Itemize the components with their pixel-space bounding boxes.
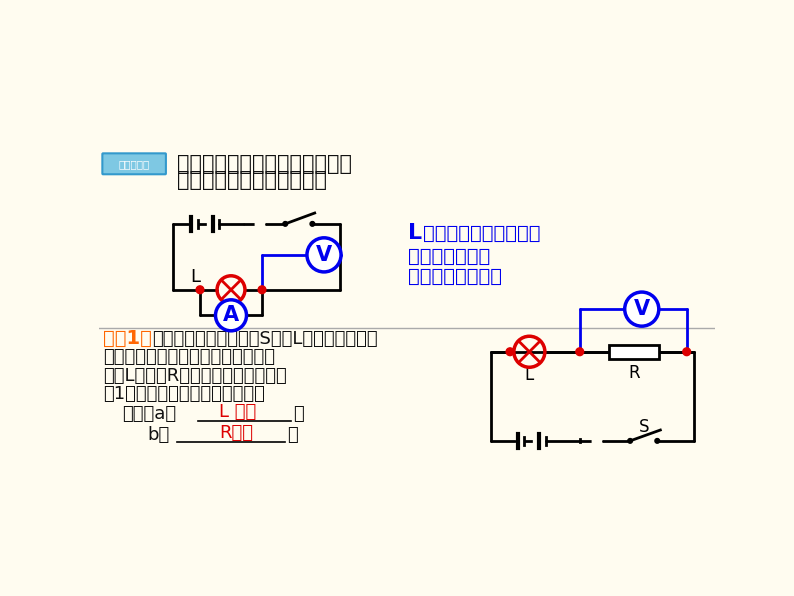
Text: L: L: [407, 223, 422, 243]
Bar: [609, 344, 659, 359]
Text: 此时测电源电压。: 此时测电源电压。: [407, 267, 502, 286]
Text: 灯不亮。电流表为零。: 灯不亮。电流表为零。: [423, 224, 541, 243]
Text: R: R: [628, 364, 640, 381]
Circle shape: [307, 238, 341, 272]
Circle shape: [576, 348, 584, 356]
Circle shape: [628, 439, 633, 443]
Text: 思考与讨论: 思考与讨论: [118, 159, 150, 169]
Text: L: L: [525, 366, 534, 384]
Text: S: S: [639, 418, 649, 436]
Circle shape: [215, 300, 246, 331]
Circle shape: [310, 222, 314, 226]
Text: ；: ；: [293, 405, 304, 423]
Circle shape: [625, 292, 659, 326]
Text: （1）请判断该电路中存在的故障: （1）请判断该电路中存在的故障: [103, 386, 265, 403]
Text: 可能是a、: 可能是a、: [122, 405, 176, 423]
Text: 。: 。: [287, 426, 298, 443]
Text: 合上开关，有何现象发生？: 合上开关，有何现象发生？: [177, 170, 327, 191]
Text: 电压表有示数。: 电压表有示数。: [407, 247, 490, 266]
Text: V: V: [634, 299, 649, 319]
Circle shape: [506, 348, 514, 356]
Circle shape: [196, 286, 204, 294]
FancyBboxPatch shape: [102, 153, 166, 174]
Text: V: V: [316, 245, 332, 265]
Text: L: L: [191, 268, 201, 285]
Text: R开路: R开路: [219, 424, 253, 442]
Text: 如果电流表、电压表互换位置，: 如果电流表、电压表互换位置，: [177, 154, 352, 174]
Text: 示数。已知电路中各处均接触良好，: 示数。已知电路中各处均接触良好，: [103, 348, 276, 366]
Circle shape: [258, 286, 266, 294]
Text: b、: b、: [148, 426, 170, 443]
Circle shape: [655, 439, 660, 443]
Circle shape: [683, 348, 691, 356]
Text: L 短路: L 短路: [219, 403, 256, 421]
Text: 【例1】: 【例1】: [103, 329, 152, 348]
Text: A: A: [223, 305, 239, 325]
Text: 如图电路中，闭合开关S，灯L不亮，电压表有: 如图电路中，闭合开关S，灯L不亮，电压表有: [152, 330, 378, 347]
Circle shape: [283, 222, 287, 226]
Text: 除灯L和电阻R外，其余元件均完好。: 除灯L和电阻R外，其余元件均完好。: [103, 367, 287, 385]
